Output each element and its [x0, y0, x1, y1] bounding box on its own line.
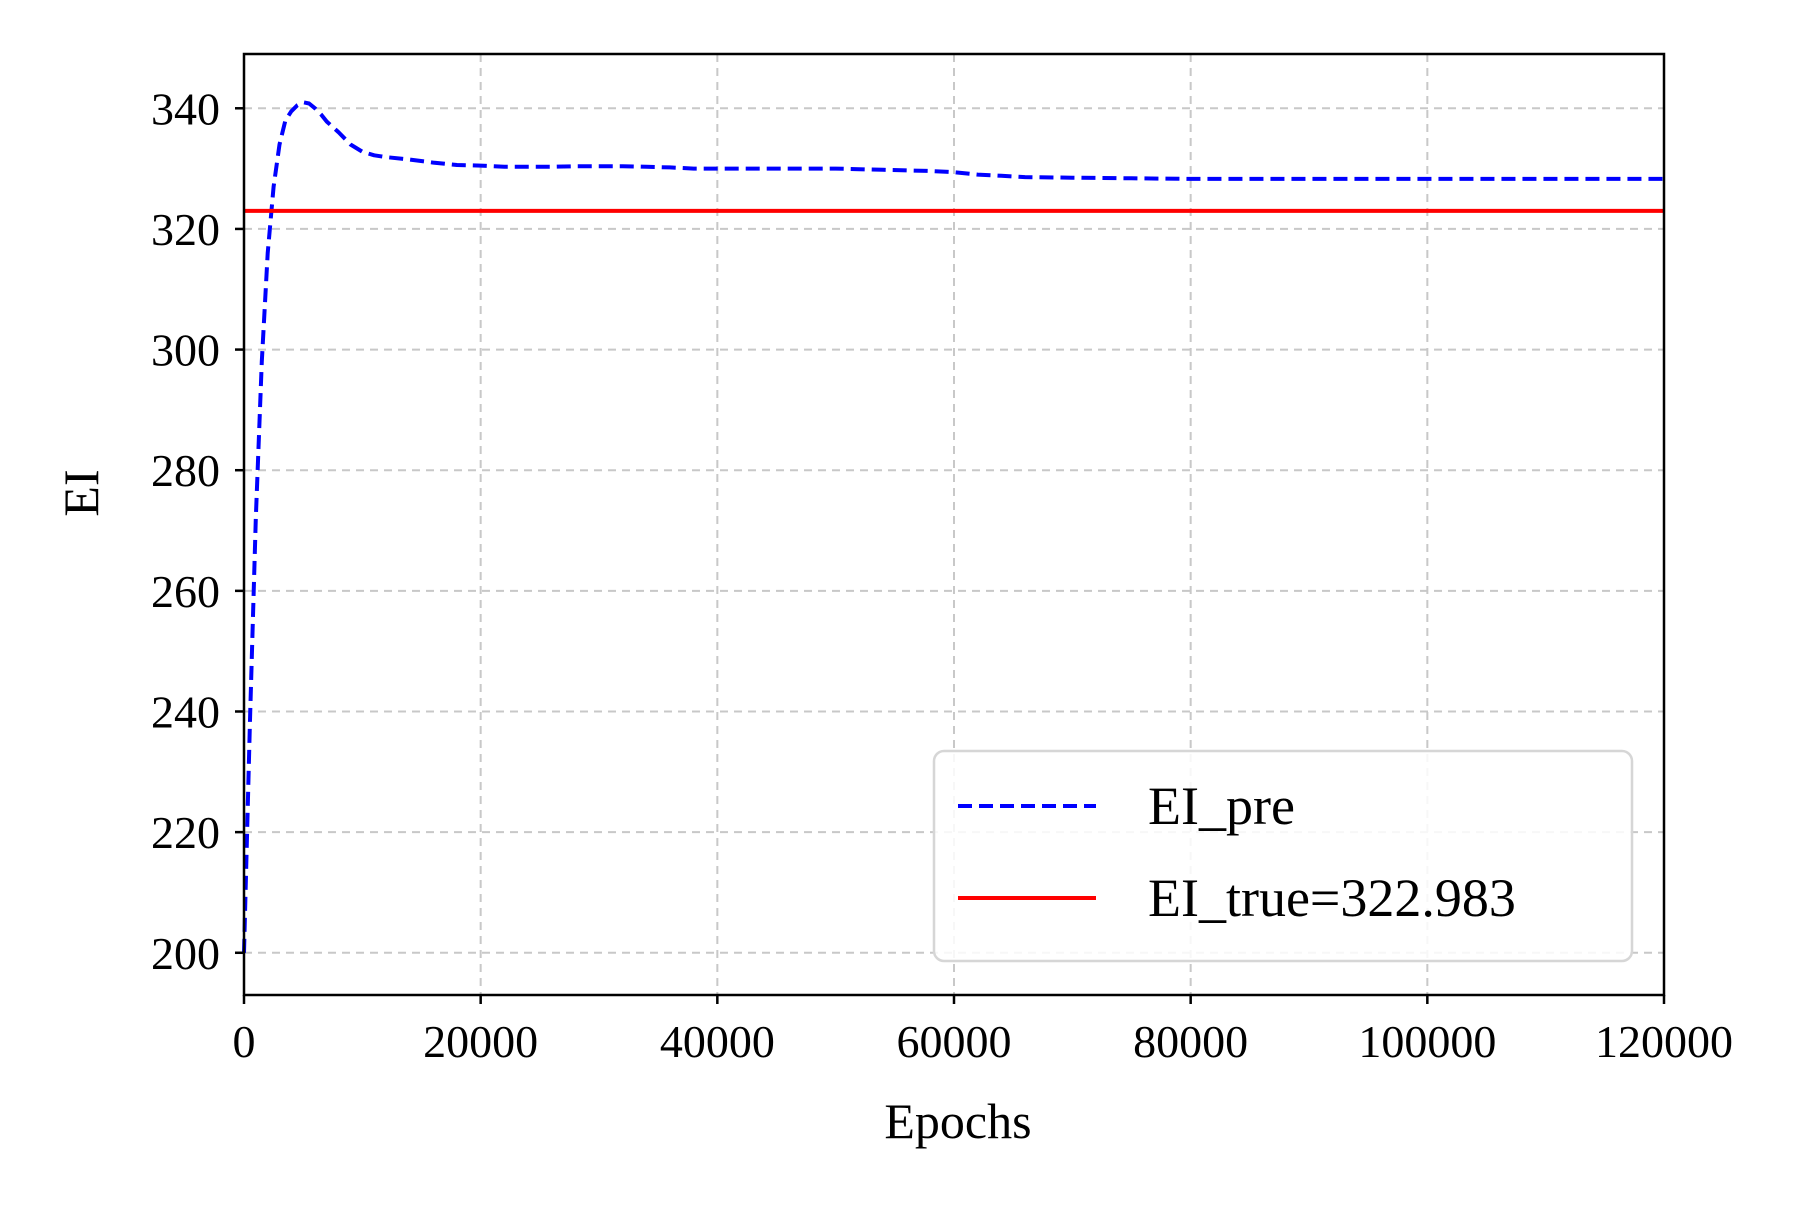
series-layer [242, 100, 1664, 953]
y-tick-label: 220 [151, 807, 220, 858]
x-axis-title: Epochs [884, 1093, 1031, 1149]
x-tick-label: 0 [233, 1016, 256, 1067]
x-tick-label: 120000 [1595, 1016, 1733, 1067]
y-tick-label: 280 [151, 445, 220, 496]
legend-label: EI_true=322.983 [1148, 868, 1516, 928]
y-tick-label: 320 [151, 204, 220, 255]
x-tick-label: 60000 [897, 1016, 1012, 1067]
y-axis-title: EI [53, 469, 109, 516]
legend: EI_pre EI_true=322.983 [932, 749, 1634, 963]
x-tick-label: 40000 [660, 1016, 775, 1067]
x-tick-label: 80000 [1133, 1016, 1248, 1067]
y-tick-label: 300 [151, 325, 220, 376]
y-tick-label: 200 [151, 928, 220, 979]
y-tick-label: 260 [151, 566, 220, 617]
x-tick-label: 100000 [1358, 1016, 1496, 1067]
tick-layer: 0 20000 40000 60000 80000 100000 120000 200 220 2… [151, 83, 1733, 1067]
legend-box [932, 749, 1634, 963]
x-tick-label: 20000 [423, 1016, 538, 1067]
y-tick-label: 240 [151, 686, 220, 737]
legend-label: EI_pre [1148, 776, 1295, 836]
series-line-ei-pre [242, 100, 1664, 953]
y-tick-label: 340 [151, 83, 220, 134]
